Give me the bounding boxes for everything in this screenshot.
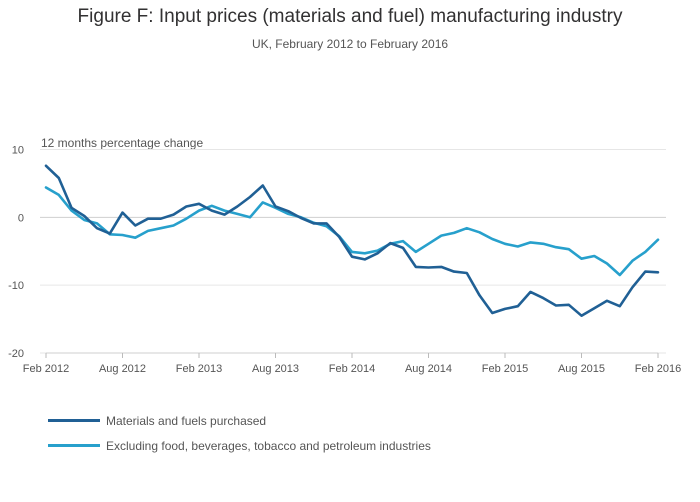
legend-label-materials: Materials and fuels purchased: [106, 413, 267, 428]
x-tick-label: Feb 2015: [482, 363, 528, 375]
series-line-materials: [44, 164, 660, 318]
legend-swatch-materials: [48, 419, 100, 422]
chart-title: Figure F: Input prices (materials and fu…: [77, 6, 623, 27]
legend-item-materials[interactable]: Materials and fuels purchased: [48, 408, 431, 433]
x-tick-label: Aug 2013: [252, 363, 299, 375]
x-tick-label: Feb 2013: [176, 363, 222, 375]
x-tick-label: Feb 2016: [635, 363, 681, 375]
x-tick-label: Feb 2012: [23, 363, 69, 375]
y-tick-label: 10: [12, 145, 24, 157]
x-tick-label: Aug 2012: [99, 363, 146, 375]
legend-swatch-excluding: [48, 444, 100, 447]
legend: Materials and fuels purchased Excluding …: [48, 408, 431, 458]
x-tick-label: Aug 2014: [405, 363, 452, 375]
x-tick-label: Aug 2015: [558, 363, 605, 375]
x-tick-label: Feb 2014: [329, 363, 375, 375]
series-line-excluding: [44, 186, 660, 277]
y-tick-label: 0: [18, 212, 24, 224]
legend-item-excluding[interactable]: Excluding food, beverages, tobacco and p…: [48, 433, 431, 458]
chart-subtitle: UK, February 2012 to February 2016: [251, 37, 449, 51]
line-chart: 10 0 -10 -20 Feb 2012 Aug 2012 Feb 2013 Aug 201…: [8, 145, 681, 376]
y-tick-label: -20: [8, 348, 24, 360]
y-tick-label: -10: [8, 280, 24, 292]
legend-label-excluding: Excluding food, beverages, tobacco and p…: [106, 438, 431, 453]
y-axis-label: 12 months percentage change: [41, 136, 204, 150]
